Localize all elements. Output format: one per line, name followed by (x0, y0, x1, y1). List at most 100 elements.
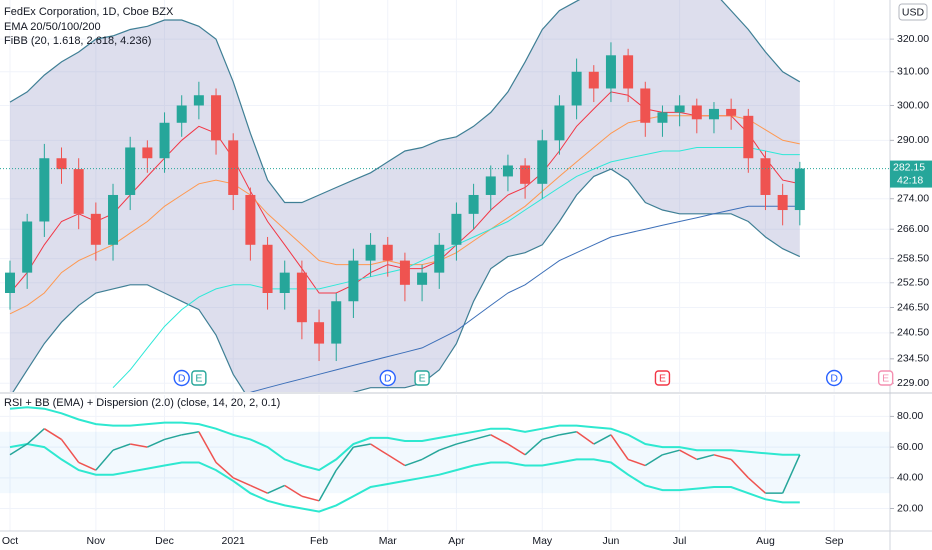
candle-body (279, 272, 290, 294)
candle-body (125, 147, 136, 195)
candle-body (228, 140, 239, 195)
rsi-segment (181, 431, 200, 436)
rsi-segment (370, 443, 389, 456)
rsi-segment (26, 428, 45, 445)
candle-body (485, 176, 496, 195)
x-tick-label: Sep (825, 535, 844, 547)
candle-body (502, 165, 513, 177)
rsi-segment (747, 477, 766, 494)
candle-body (571, 71, 582, 106)
rsi-band-upper (9, 406, 800, 472)
y-tick-label: 229.00 (897, 377, 929, 389)
y-tick-label: 20.00 (897, 502, 923, 514)
candle-body (108, 194, 119, 245)
candle-body (640, 88, 651, 123)
candle-body (296, 272, 307, 323)
last-price-label: 282.15 (893, 161, 925, 173)
rsi-segment (524, 438, 543, 456)
rsi-segment (95, 449, 114, 471)
rsi-segment (542, 434, 560, 441)
candle-body (382, 244, 393, 261)
x-tick-label: 2021 (222, 535, 246, 547)
last-price-tag (890, 160, 932, 188)
ema-line (250, 205, 800, 392)
y-tick-label: 320.00 (897, 33, 929, 45)
rsi-band (0, 431, 890, 494)
rsi-segment (490, 434, 509, 445)
x-tick-label: Aug (756, 535, 775, 547)
event-label: E (659, 372, 666, 384)
rsi-segment (456, 438, 474, 445)
rsi-segment (198, 431, 217, 463)
rsi-segment (43, 428, 62, 441)
rsi-segment (473, 434, 491, 441)
event-marker (173, 369, 190, 387)
x-tick-label: Feb (310, 535, 328, 547)
x-tick-label: Apr (448, 535, 465, 547)
event-label: E (882, 372, 889, 384)
candle-body (348, 260, 359, 302)
rsi-segment (387, 454, 406, 467)
event-label: D (830, 372, 838, 384)
x-tick-label: Nov (87, 535, 106, 547)
indicator-legend: EMA 20/50/100/200 (4, 21, 101, 33)
y-tick-label: 246.50 (897, 301, 929, 313)
y-tick-label: 252.50 (897, 277, 929, 289)
x-tick-label: Oct (2, 535, 18, 547)
rsi-segment (713, 454, 732, 461)
rsi-segment (78, 461, 97, 471)
rsi-segment (250, 484, 268, 494)
rsi-segment (335, 446, 355, 471)
candle-body (623, 55, 634, 89)
y-tick-label: 274.00 (897, 193, 929, 205)
rsi-segment (232, 477, 251, 487)
candle-body (245, 194, 256, 245)
y-tick-label: 266.00 (897, 223, 929, 235)
event-marker (414, 370, 430, 386)
rsi-segment (404, 458, 423, 467)
rsi-segment (215, 461, 234, 479)
band-fill (10, 0, 800, 392)
rsi-segment (644, 454, 663, 467)
rsi-segment (112, 443, 131, 451)
candle-body (605, 55, 616, 89)
rsi-segment (679, 449, 698, 461)
countdown-label: 42:18 (897, 174, 923, 186)
currency-box[interactable] (898, 3, 928, 21)
candle-body (314, 322, 325, 344)
event-marker (379, 369, 396, 387)
y-tick-label: 80.00 (897, 410, 923, 422)
candle-body (73, 169, 84, 214)
y-tick-label: 240.50 (897, 327, 929, 339)
rsi-segment (507, 443, 526, 456)
rsi-segment (267, 484, 286, 494)
candle-body (22, 221, 33, 273)
candle-body (56, 158, 67, 170)
band-lower (12, 168, 801, 392)
event-marker (654, 370, 671, 386)
rsi-segment (781, 454, 801, 494)
candle-body (451, 213, 462, 245)
candle-body (399, 260, 410, 285)
currency: USD (902, 6, 925, 18)
candle-body (520, 165, 531, 184)
candle-body (417, 272, 428, 285)
y-tick-label: 40.00 (897, 472, 923, 484)
y-tick-label: 258.50 (897, 252, 929, 264)
event-label: D (178, 372, 186, 384)
candle-body (554, 105, 565, 141)
candle-body (468, 194, 479, 214)
candle-body (39, 158, 50, 222)
rsi-segment (60, 438, 80, 463)
rsi-segment (421, 449, 440, 461)
event-marker (825, 369, 843, 387)
candle-body (176, 105, 187, 123)
y-tick-label: 300.00 (897, 99, 929, 111)
rsi-legend: RSI + BB (EMA) + Dispersion (2.0) (close… (4, 397, 280, 409)
x-tick-label: May (532, 535, 553, 547)
event-label: E (419, 372, 426, 384)
rsi-segment (318, 469, 337, 502)
rsi-segment (147, 438, 165, 448)
